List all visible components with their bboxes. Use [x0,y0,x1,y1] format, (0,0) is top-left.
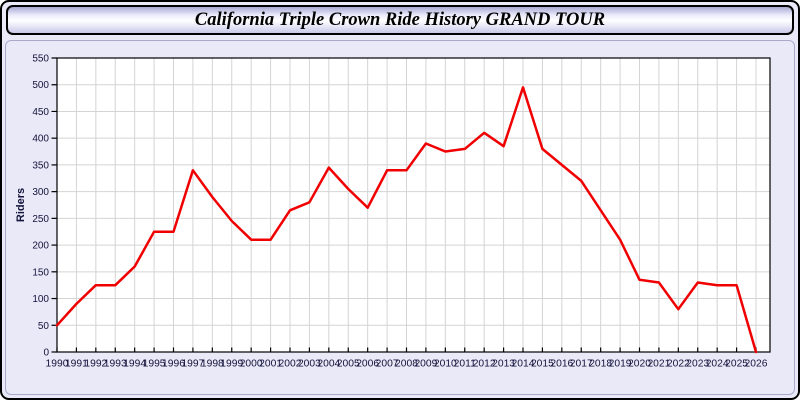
x-tick-label: 2005 [337,359,360,370]
y-tick-label: 450 [32,107,49,118]
x-tick-label: 2006 [356,359,379,370]
riders-series-line [55,86,758,354]
x-tick-label: 2025 [725,359,748,370]
plot-frame [56,57,771,353]
x-tick-label: 2010 [434,359,457,370]
x-tick-label: 2024 [706,359,729,370]
y-tick-label: 300 [32,187,49,198]
x-tick-label: 2018 [589,359,612,370]
y-tick-label: 350 [32,160,49,171]
x-tick-label: 2012 [473,359,496,370]
title-bar: California Triple Crown Ride History GRA… [6,5,794,35]
chart-title: California Triple Crown Ride History GRA… [194,10,606,30]
x-tick-label: 2001 [259,359,282,370]
x-tick-label: 2015 [531,359,554,370]
x-tick-label: 2026 [745,359,768,370]
x-tick-label: 2008 [395,359,418,370]
y-tick-label: 500 [32,80,49,91]
x-tick-label: 2004 [317,359,340,370]
x-tick-label: 1993 [104,359,127,370]
x-tick-label: 2009 [414,359,437,370]
y-tick-label: 250 [32,214,49,225]
x-tick-label: 1999 [220,359,243,370]
x-tick-label: 1994 [123,359,146,370]
x-tick-label: 1998 [201,359,224,370]
y-tick-label: 400 [32,134,49,145]
x-tick-label: 2000 [240,359,263,370]
x-tick-label: 2021 [647,359,670,370]
chart-panel [5,40,795,395]
x-tick-label: 2017 [570,359,593,370]
y-tick-label: 0 [43,348,49,359]
y-tick-label: 550 [32,54,49,65]
x-tick-label: 2003 [298,359,321,370]
x-tick-label: 1990 [46,359,69,370]
x-tick-label: 2013 [492,359,515,370]
x-tick-label: 1992 [84,359,107,370]
plot-area [57,58,770,352]
x-tick-label: 2002 [279,359,302,370]
x-tick-label: 2007 [376,359,399,370]
y-tick-label: 50 [38,321,50,332]
y-tick-label: 200 [32,241,49,252]
x-tick-label: 2016 [550,359,573,370]
y-tick-label: 100 [32,294,49,305]
x-tick-label: 1997 [181,359,204,370]
x-tick-label: 2019 [609,359,632,370]
x-tick-label: 2020 [628,359,651,370]
x-tick-label: 2011 [454,359,476,370]
x-tick-label: 1996 [162,359,185,370]
x-tick-label: 1991 [65,359,88,370]
x-tick-label: 2022 [667,359,690,370]
y-tick-label: 150 [32,267,49,278]
x-tick-label: 2023 [686,359,709,370]
x-tick-label: 2014 [512,359,535,370]
x-tick-label: 1995 [143,359,166,370]
y-axis-title: Riders [15,188,27,222]
